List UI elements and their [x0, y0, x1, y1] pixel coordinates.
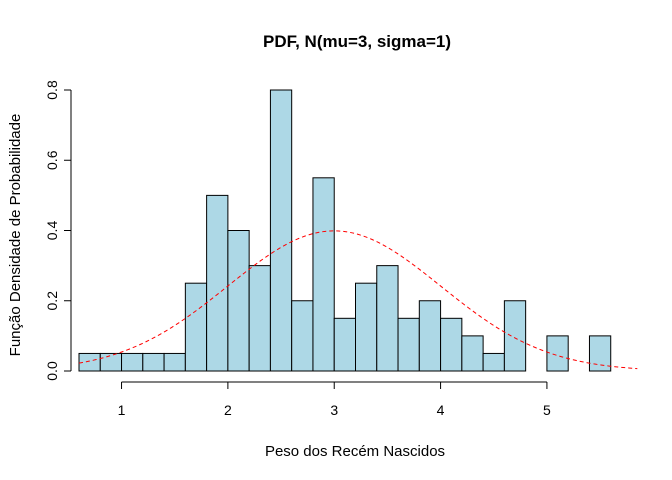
x-tick-label: 3 — [330, 402, 338, 418]
y-tick-label: 0.2 — [44, 291, 60, 311]
y-tick-label: 0.6 — [44, 150, 60, 170]
histogram-bar — [461, 335, 484, 372]
x-tick-label: 5 — [543, 402, 551, 418]
x-axis-label: Peso dos Recém Nascidos — [265, 443, 445, 460]
histogram-bar — [376, 265, 399, 372]
histogram-bar — [248, 265, 271, 372]
histogram-bar — [482, 352, 505, 372]
x-tick-label: 2 — [224, 402, 232, 418]
x-tick-label: 1 — [118, 402, 126, 418]
histogram-bar — [440, 317, 463, 372]
x-tick-label: 4 — [437, 402, 445, 418]
histogram-bar — [546, 335, 569, 372]
y-axis-label: Função Densidade de Probabilidade — [7, 114, 24, 357]
y-tick-label: 0.0 — [44, 361, 60, 381]
histogram-bar — [355, 282, 378, 372]
y-tick-label: 0.8 — [44, 80, 60, 100]
histogram-bar — [142, 352, 165, 372]
histogram-bar — [333, 317, 357, 372]
histogram-bar — [227, 230, 250, 372]
histogram-bar — [269, 89, 293, 372]
x-axis: 1 2 3 4 5 — [118, 381, 551, 418]
histogram-bar — [397, 317, 420, 372]
histogram-bar — [312, 177, 335, 372]
histogram-bar — [418, 300, 442, 372]
y-tick-label: 0.4 — [44, 221, 60, 241]
histogram-bar — [291, 300, 314, 372]
histogram-bar — [588, 335, 612, 372]
histogram-bars — [78, 89, 612, 372]
y-axis: 0.0 0.2 0.4 0.6 0.8 — [44, 80, 72, 381]
histogram-bar — [163, 352, 186, 372]
chart-title: PDF, N(mu=3, sigma=1) — [263, 32, 451, 51]
normal-pdf-curve — [78, 230, 638, 370]
histogram-bar — [99, 352, 123, 372]
histogram-bar — [121, 352, 144, 372]
histogram-bar — [184, 282, 208, 372]
histogram-bar — [206, 194, 229, 372]
histogram-bar — [503, 300, 527, 372]
